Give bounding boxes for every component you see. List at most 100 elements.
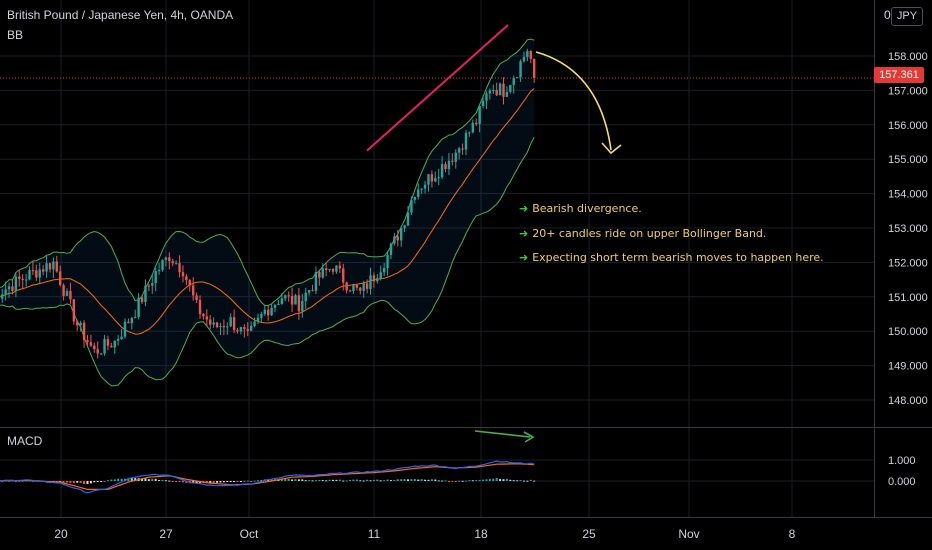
candle-body [519, 61, 522, 78]
candle-body [434, 178, 437, 182]
macd-histogram-bar [110, 479, 113, 481]
macd-histogram-bar [93, 481, 96, 483]
candle-body [99, 353, 103, 355]
macd-tick-label: 1.000 [888, 455, 916, 467]
macd-histogram-bar [294, 479, 297, 481]
macd-histogram-bar [243, 480, 246, 482]
candle-body [273, 304, 277, 308]
candle-body [447, 160, 451, 170]
candle-body [294, 295, 297, 305]
macd-histogram-bar [526, 480, 529, 482]
last-price-label: 157.361 [874, 67, 924, 83]
candle-body [464, 132, 468, 150]
candle-body [277, 303, 280, 305]
macd-histogram-bar [226, 481, 229, 482]
candle-body [427, 174, 430, 185]
candle-body [24, 279, 28, 281]
macd-histogram-bar [113, 479, 116, 481]
macd-histogram-bar [308, 480, 311, 482]
candle-body [318, 272, 321, 278]
candle-body [31, 270, 35, 272]
macd-histogram-bar [134, 478, 137, 481]
macd-histogram-bar [253, 480, 256, 482]
price-tick-label: 152.000 [888, 257, 928, 269]
candle-body [236, 330, 239, 332]
candle-body [93, 345, 96, 350]
macd-histogram-bar [482, 479, 485, 481]
candle-body [35, 270, 38, 278]
price-tick-label: 157.000 [888, 85, 928, 97]
macd-histogram-bar [301, 479, 304, 481]
candle-body [413, 196, 417, 200]
macd-histogram-bar [492, 478, 495, 481]
currency-right-digit: 0 [884, 8, 891, 22]
macd-histogram-bar [270, 479, 273, 481]
candle-body [116, 338, 120, 341]
macd-histogram-bar [471, 480, 474, 482]
candle-body [471, 122, 475, 133]
candle-body [348, 290, 352, 292]
macd-histogram-bar [161, 479, 164, 481]
macd-histogram-bar [332, 479, 334, 481]
candle-body [185, 276, 188, 281]
candle-body [127, 321, 130, 324]
candle-body [515, 77, 519, 79]
candle-body [430, 174, 434, 182]
macd-histogram-bar [386, 479, 389, 481]
candle-body [382, 268, 386, 273]
candle-body [11, 286, 14, 291]
candle-body [157, 269, 161, 272]
macd-histogram-bar [96, 481, 99, 482]
currency-badge[interactable]: JPY [891, 7, 923, 26]
macd-pane-title[interactable]: MACD [7, 434, 43, 448]
candle-body [137, 297, 140, 318]
candle-body [202, 313, 205, 317]
time-tick-label: Oct [240, 527, 259, 541]
macd-tick-label: 0.000 [888, 476, 916, 488]
candle-body [314, 272, 318, 291]
candle-body [393, 236, 396, 244]
candle-body [335, 265, 338, 272]
macd-histogram-bar [212, 481, 215, 483]
candle-body [147, 285, 151, 287]
candle-body [219, 325, 222, 328]
macd-histogram-bar [485, 479, 488, 481]
macd-histogram-bar [291, 479, 294, 481]
macd-histogram-bar [447, 481, 450, 482]
macd-histogram-bar [130, 478, 133, 481]
candle-body [512, 77, 515, 85]
macd-histogram-bar [209, 481, 212, 483]
macd-histogram-bar [413, 478, 416, 481]
candle-body [369, 275, 372, 289]
annotation-note-1: ➜ Bearish divergence. [519, 202, 642, 215]
candle-body [526, 51, 529, 57]
macd-histogram-bar [362, 480, 365, 482]
macd-histogram-bar [335, 479, 338, 481]
annotation-text: Expecting short term bearish moves to ha… [532, 251, 824, 264]
candle-body [76, 321, 79, 326]
candle-body [481, 100, 485, 107]
macd-histogram-bar [18, 480, 21, 482]
macd-histogram-bar [512, 480, 515, 482]
candle-body [239, 327, 243, 332]
macd-histogram-bar [509, 479, 512, 481]
time-axis: 20 27 Oct 11 18 25 Nov 8 [54, 527, 795, 541]
time-tick-label: 8 [789, 527, 796, 541]
macd-histogram-bar [502, 479, 505, 481]
candle-body [181, 272, 185, 277]
candle-body [502, 83, 505, 97]
candle-body [113, 340, 116, 348]
candle-body [110, 345, 113, 348]
candle-body [400, 228, 403, 241]
candle-body [164, 257, 168, 261]
indicator-label[interactable]: BB [7, 28, 24, 42]
price-tick-label: 150.000 [888, 326, 928, 338]
candles-group [0, 48, 536, 359]
projection-arrowhead [601, 142, 622, 155]
bollinger-basis [0, 88, 535, 335]
macd-histogram-bar [168, 480, 171, 482]
macd-histogram-bar [407, 479, 410, 481]
price-tick-label: 148.000 [888, 395, 928, 407]
macd-histogram-bar [468, 480, 471, 482]
